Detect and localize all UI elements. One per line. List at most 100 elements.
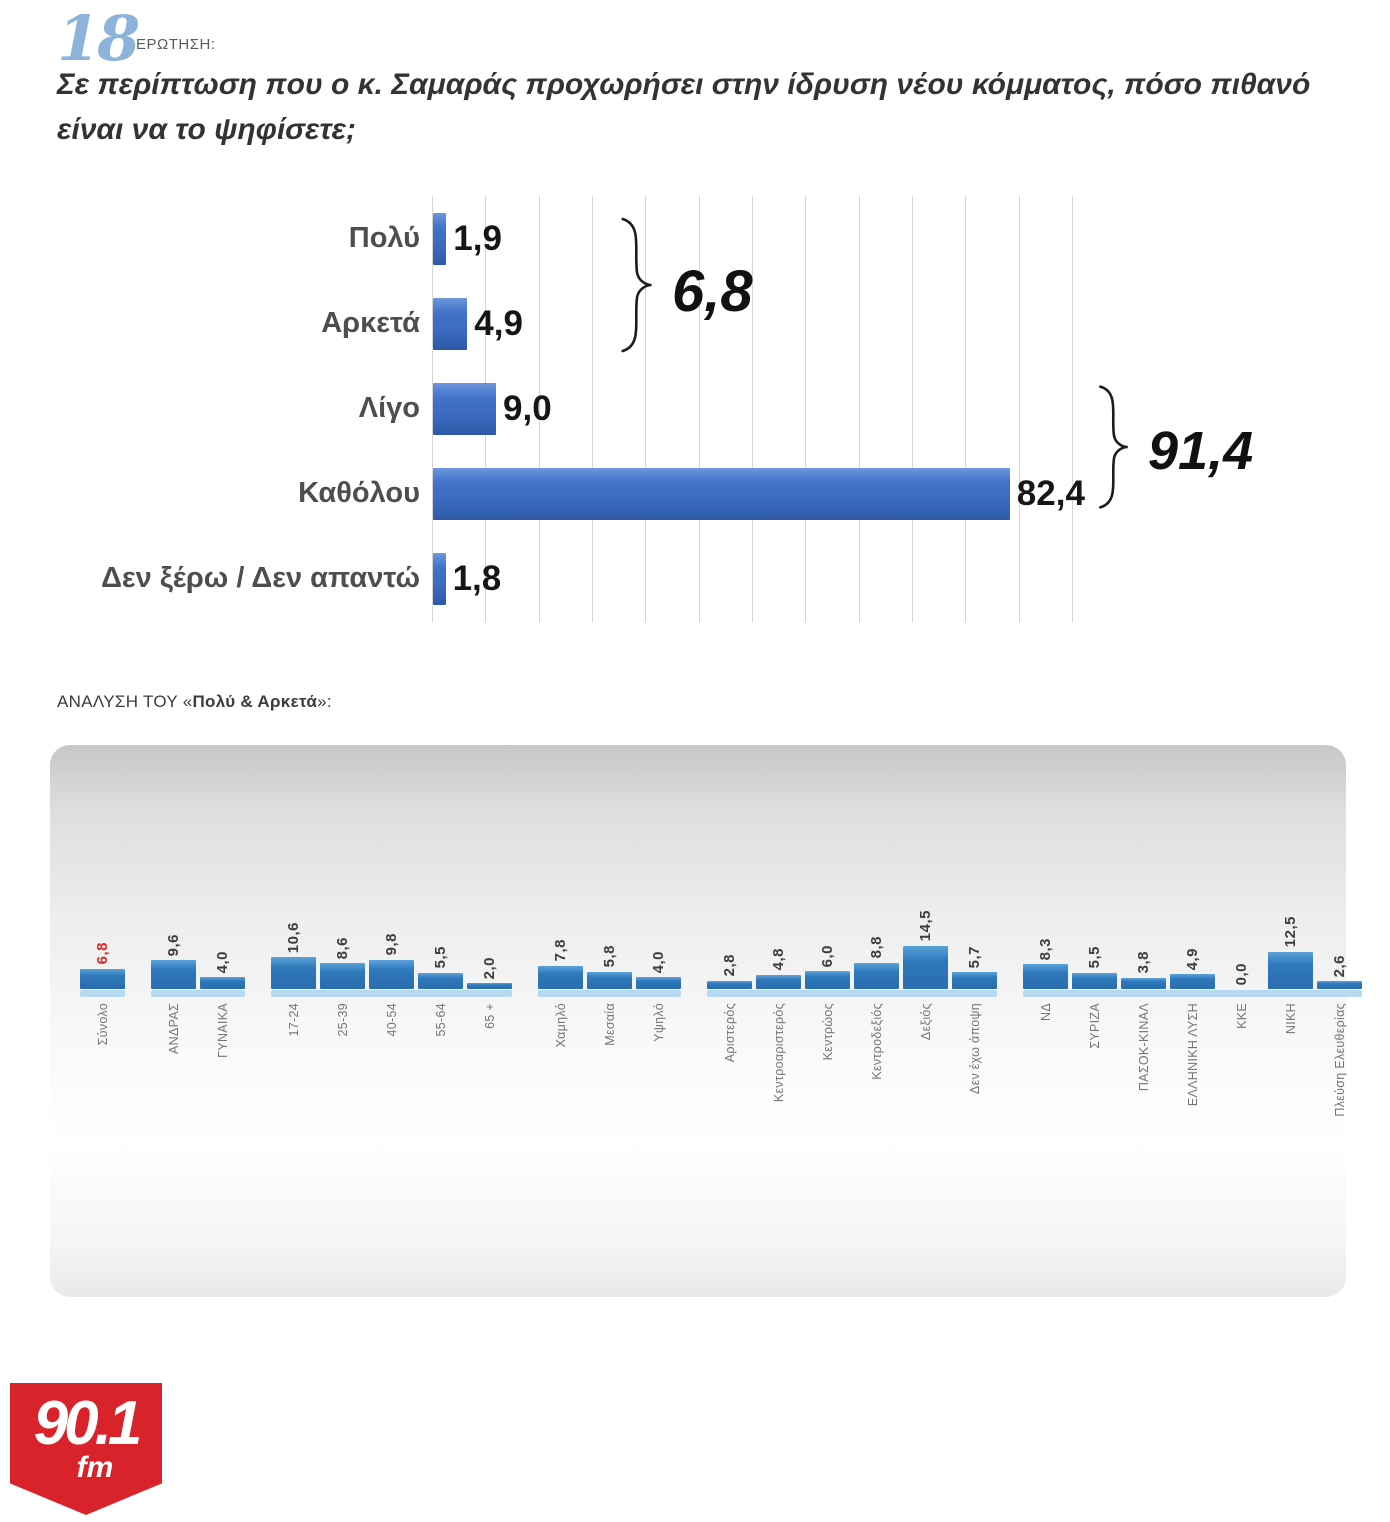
bar-cell: 7,8 (538, 939, 583, 989)
category-label: Πολύ (348, 222, 420, 254)
logo-frequency: 90.1 (33, 1389, 143, 1458)
value-label: 5,5 (1086, 946, 1103, 969)
value-label: 12,5 (1282, 916, 1299, 948)
label-cell: ΓΥΝΑΙΚΑ (200, 1003, 245, 1058)
breakdown-band: 6,8 Σύνολο 9,6 4,0 ΑΝΔΡΑΣ ΓΥΝΑΙΚΑ 10,6 8,6 9,8 5,… (50, 745, 1362, 1297)
gridline (965, 196, 967, 622)
value-label: 8,3 (1037, 937, 1054, 961)
brace-sum-positive (616, 215, 656, 355)
bar (1170, 974, 1215, 989)
category-label: ΝΔ (1038, 1003, 1053, 1021)
label-cell: 55-64 (418, 1003, 463, 1036)
chart-row: Αρκετά 4,9 (60, 281, 1360, 366)
gridline (1018, 196, 1020, 622)
bars-row: 9,6 4,0 (151, 875, 245, 989)
value-label: 14,5 (917, 910, 934, 942)
value-label: 4,8 (770, 948, 787, 971)
bar (1072, 972, 1117, 989)
bar-cell: 6,8 (80, 942, 125, 989)
value-label: 6,0 (819, 944, 836, 967)
category-label: Κεντροαριστερός (771, 1003, 786, 1103)
brace-sum-negative (1094, 383, 1132, 511)
logo-fm-label: fm (76, 1451, 114, 1484)
bar-cell: 8,6 (320, 937, 365, 989)
category-label: Δεν ξέρω / Δεν απαντώ (101, 562, 420, 594)
category-label: Πλεύση Ελευθερίας (1332, 1003, 1347, 1117)
bars-row: 2,8 4,8 6,0 8,8 14,5 5,7 (707, 875, 997, 989)
likelihood-bar-chart: Πολύ 1,9 Αρκετά 4,9 Λίγο 9,0 Καθόλου 82,4 Δεν ξέ… (60, 196, 1360, 622)
category-label: ΣΥΡΙΖΑ (1087, 1003, 1102, 1049)
label-cell: 65 + (467, 1003, 512, 1029)
label-cell: Πλεύση Ελευθερίας (1317, 1003, 1362, 1117)
breakdown-group-class: 7,8 5,8 4,0 Χαμηλό Μεσαία Υψηλό (538, 875, 681, 1048)
gridline (912, 196, 913, 622)
category-label: ΕΛΛΗΝΙΚΗ ΛΥΣΗ (1185, 1003, 1200, 1107)
bar (805, 971, 850, 989)
label-cell: Κεντρώος (805, 1003, 850, 1060)
category-label: Δεξιός (918, 1003, 933, 1041)
value-label: 2,6 (1331, 954, 1348, 978)
bar-cell: 8,3 (1023, 938, 1068, 989)
value-label: 4,0 (214, 950, 231, 973)
question-label: ΕΡΩΤΗΣΗ: (136, 36, 216, 53)
category-label: Καθόλου (298, 477, 420, 509)
label-cell: 25-39 (320, 1003, 365, 1036)
value-label: 2,0 (481, 956, 498, 979)
category-label: 25-39 (335, 1003, 350, 1037)
gridline (698, 196, 700, 622)
value-label: 9,0 (503, 388, 552, 428)
bar (903, 945, 948, 989)
value-label: 6,8 (94, 942, 111, 965)
gridline (645, 196, 647, 622)
bar-cell: 5,7 (952, 946, 997, 989)
bar (418, 972, 463, 989)
category-label: Κεντροδεξιός (869, 1003, 884, 1080)
value-label: 7,8 (552, 939, 569, 962)
bar (433, 552, 446, 605)
category-label: 40-54 (384, 1003, 399, 1037)
analysis-heading: ΑΝΑΛΥΣΗ ΤΟΥ «Πολύ & Αρκετά»: (57, 692, 332, 712)
bar-cell: 2,6 (1317, 955, 1362, 989)
bar (467, 983, 512, 989)
bar-cell: 9,6 (151, 934, 196, 989)
row-plot-area: 82,4 (432, 467, 1085, 520)
bar (271, 957, 316, 989)
value-label: 4,9 (1184, 947, 1201, 971)
category-label: ΑΝΔΡΑΣ (166, 1003, 181, 1054)
value-label: 3,8 (1135, 951, 1152, 974)
labels-row: 17-24 25-39 40-54 55-64 65 + (271, 1003, 512, 1036)
baseline (151, 990, 245, 997)
bar (587, 971, 632, 989)
category-label: Υψηλό (651, 1003, 666, 1042)
bars-row: 7,8 5,8 4,0 (538, 875, 681, 989)
breakdown-bar-chart: 6,8 Σύνολο 9,6 4,0 ΑΝΔΡΑΣ ΓΥΝΑΙΚΑ 10,6 8,6 9,8 5,… (80, 875, 1362, 1117)
value-label: 8,6 (334, 936, 351, 960)
label-cell: Υψηλό (636, 1003, 681, 1042)
label-cell: Μεσαία (587, 1003, 632, 1046)
analysis-prefix: ΑΝΑΛΥΣΗ ΤΟΥ « (57, 692, 193, 711)
analysis-bold: Πολύ & Αρκετά (192, 692, 318, 711)
chart-row: Καθόλου 82,4 (60, 451, 1360, 536)
bar-cell: 5,5 (418, 946, 463, 989)
label-cell: Σύνολο (80, 1003, 125, 1045)
gridline (805, 196, 807, 622)
annotation-sum-positive: 6,8 (672, 259, 753, 324)
category-label: Μεσαία (602, 1003, 617, 1046)
bar (433, 297, 468, 350)
bar-cell: 10,6 (271, 922, 316, 989)
category-label: Σύνολο (95, 1003, 110, 1046)
gridline (538, 196, 540, 622)
value-label: 9,6 (165, 933, 182, 957)
bar (80, 968, 125, 989)
gridline (432, 196, 433, 622)
label-cell: Κεντροδεξιός (854, 1003, 899, 1080)
bar (1023, 964, 1068, 989)
value-label: 5,8 (601, 945, 618, 968)
row-plot-area: 4,9 (432, 297, 1074, 350)
bars-row: 10,6 8,6 9,8 5,5 2,0 (271, 875, 512, 989)
value-label: 0,0 (1233, 962, 1250, 985)
chart-rows: Πολύ 1,9 Αρκετά 4,9 Λίγο 9,0 Καθόλου 82,4 Δεν ξέ… (60, 196, 1360, 621)
value-label: 9,8 (383, 933, 400, 956)
breakdown-group-age: 10,6 8,6 9,8 5,5 2,0 17-24 25-39 40-54 55-64 65 + (271, 875, 512, 1036)
